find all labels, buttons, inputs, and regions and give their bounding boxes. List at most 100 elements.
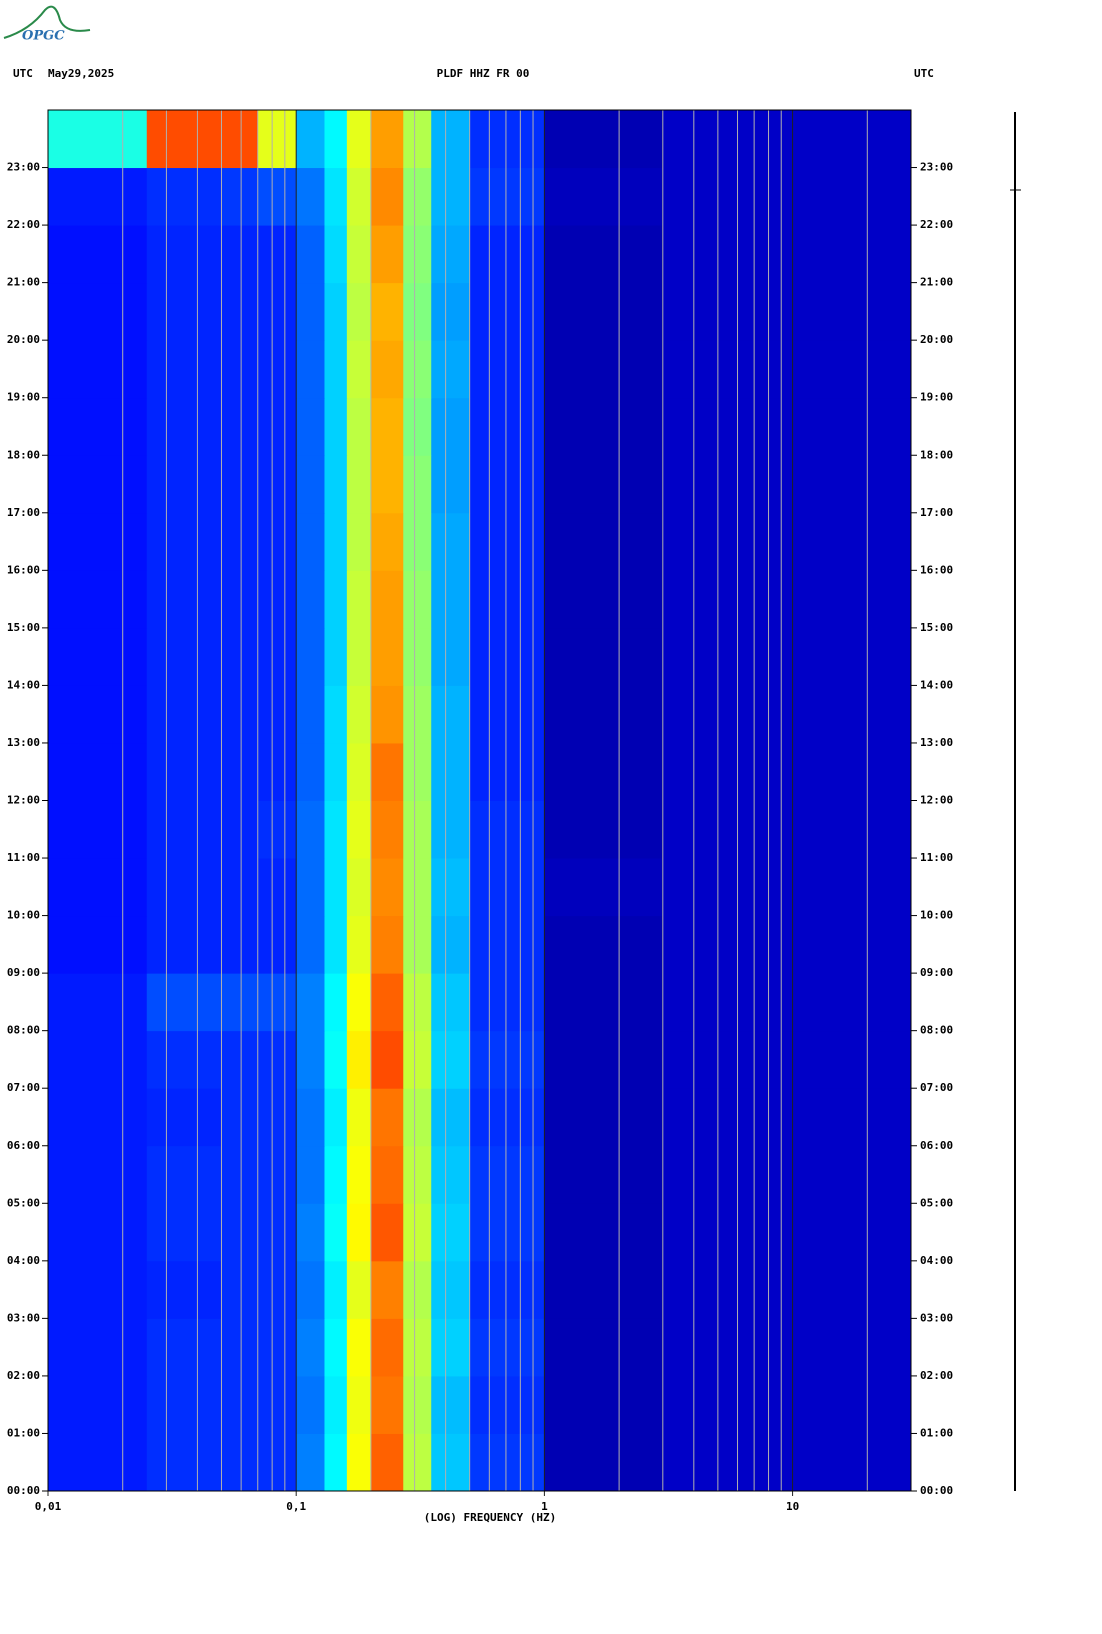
cell: [544, 685, 664, 744]
cell: [257, 627, 297, 686]
x-tick-label: 10: [786, 1500, 799, 1513]
cell: [431, 858, 471, 917]
cell: [403, 627, 432, 686]
cell: [431, 455, 471, 514]
cell: [48, 455, 148, 514]
cell: [296, 800, 325, 859]
cell: [469, 455, 545, 514]
cell: [257, 225, 297, 284]
cell: [662, 512, 912, 571]
cell: [257, 858, 297, 917]
cell: [544, 742, 664, 801]
cell: [469, 167, 545, 226]
cell: [324, 1433, 348, 1492]
cell: [221, 1030, 259, 1089]
cell: [221, 110, 259, 169]
cell: [662, 1318, 912, 1377]
y-tick-label: 04:00: [920, 1254, 953, 1267]
cell: [403, 455, 432, 514]
cell: [544, 397, 664, 456]
cell: [346, 340, 372, 399]
cell: [662, 455, 912, 514]
cell: [346, 1203, 372, 1262]
cell: [221, 512, 259, 571]
cell: [403, 340, 432, 399]
cell: [431, 1375, 471, 1434]
y-tick-label: 14:00: [920, 678, 953, 691]
cell: [346, 858, 372, 917]
cell: [146, 397, 222, 456]
cell: [257, 340, 297, 399]
cell: [469, 1203, 545, 1262]
cell: [469, 1088, 545, 1147]
y-tick-label: 20:00: [7, 333, 40, 346]
cell: [346, 512, 372, 571]
cell: [146, 225, 222, 284]
cell: [403, 570, 432, 629]
cell: [346, 110, 372, 169]
y-tick-label: 00:00: [920, 1484, 953, 1497]
cell: [324, 1088, 348, 1147]
cell: [403, 1203, 432, 1262]
cell: [469, 1433, 545, 1492]
cell: [469, 800, 545, 859]
cell: [431, 512, 471, 571]
cell: [221, 800, 259, 859]
cell: [544, 167, 664, 226]
cell: [324, 973, 348, 1032]
cell: [431, 340, 471, 399]
cell: [48, 167, 148, 226]
y-tick-label: 21:00: [920, 276, 953, 289]
cell: [403, 742, 432, 801]
cell: [296, 1203, 325, 1262]
cell: [469, 225, 545, 284]
cell: [257, 282, 297, 341]
cell: [257, 973, 297, 1032]
cell: [324, 1260, 348, 1319]
cell: [48, 1030, 148, 1089]
cell: [370, 1088, 404, 1147]
cell: [146, 627, 222, 686]
cell: [257, 1375, 297, 1434]
y-tick-label: 10:00: [920, 909, 953, 922]
y-tick-label: 17:00: [920, 506, 953, 519]
cell: [370, 167, 404, 226]
cell: [544, 110, 664, 169]
cell: [257, 1433, 297, 1492]
cell: [370, 340, 404, 399]
cell: [346, 1088, 372, 1147]
cell: [221, 973, 259, 1032]
cell: [324, 225, 348, 284]
cell: [296, 167, 325, 226]
cell: [296, 1145, 325, 1204]
y-tick-label: 09:00: [920, 966, 953, 979]
cell: [346, 282, 372, 341]
cell: [370, 800, 404, 859]
cell: [544, 915, 664, 974]
cell: [662, 685, 912, 744]
cell: [257, 1145, 297, 1204]
cell: [662, 225, 912, 284]
cell: [370, 397, 404, 456]
cell: [403, 282, 432, 341]
cell: [257, 167, 297, 226]
cell: [403, 915, 432, 974]
cell: [48, 915, 148, 974]
cell: [296, 915, 325, 974]
cell: [346, 973, 372, 1032]
y-tick-label: 14:00: [7, 678, 40, 691]
y-tick-label: 06:00: [7, 1139, 40, 1152]
cell: [221, 397, 259, 456]
cell: [469, 512, 545, 571]
cell: [146, 110, 222, 169]
cell: [146, 1030, 222, 1089]
cell: [469, 1145, 545, 1204]
cell: [296, 1260, 325, 1319]
cell: [544, 570, 664, 629]
y-tick-label: 11:00: [920, 851, 953, 864]
cell: [221, 627, 259, 686]
cell: [48, 1375, 148, 1434]
cell: [544, 1375, 664, 1434]
cell: [544, 1260, 664, 1319]
y-tick-label: 23:00: [920, 161, 953, 174]
